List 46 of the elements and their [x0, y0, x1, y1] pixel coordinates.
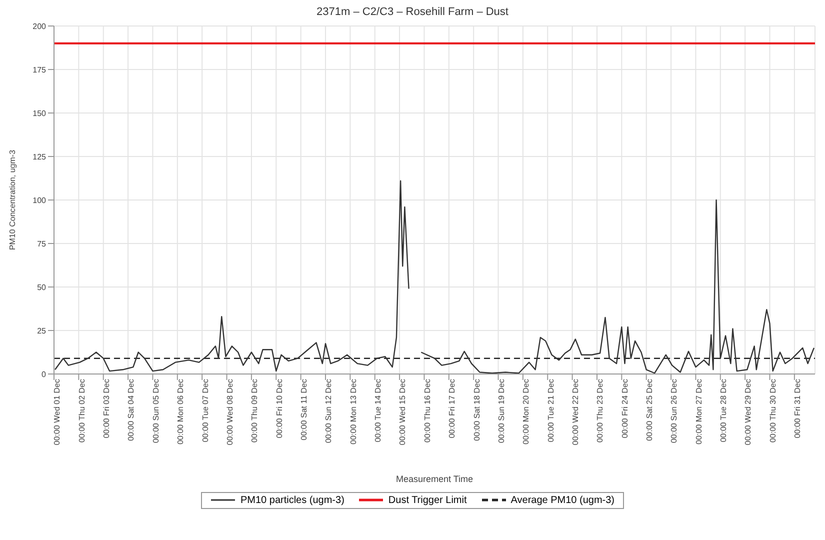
legend-label: PM10 particles (ugm-3)	[239, 495, 344, 506]
x-tick-label: 00:00 Fri 03 Dec	[102, 379, 112, 438]
x-axis-title: Measurement Time	[396, 474, 474, 484]
x-tick-label: 00:00 Wed 01 Dec	[52, 379, 62, 446]
x-tick-label: 00:00 Mon 20 Dec	[522, 379, 531, 444]
y-tick-label: 175	[32, 65, 47, 74]
x-tick-label: 00:00 Fri 24 Dec	[620, 379, 630, 438]
x-tick-label: 00:00 Wed 08 Dec	[225, 379, 234, 446]
x-tick-label: 00:00 Mon 06 Dec	[176, 379, 186, 444]
chart-title: 2371m – C2/C3 – Rosehill Farm – Dust	[316, 6, 510, 18]
x-tick-label: 00:00 Thu 16 Dec	[422, 379, 432, 442]
legend-label: Dust Trigger Limit	[387, 495, 467, 506]
x-tick-label: 00:00 Wed 22 Dec	[570, 379, 580, 446]
y-tick-label: 0	[42, 370, 47, 379]
y-tick-label: 50	[37, 282, 47, 292]
y-tick-label: 75	[37, 239, 47, 248]
x-tick-label: 00:00 Fri 10 Dec	[274, 379, 284, 438]
legend-label: Average PM10 (ugm-3)	[510, 495, 615, 506]
x-tick-label: 00:00 Sun 19 Dec	[496, 379, 506, 444]
x-tick-label: 00:00 Sat 25 Dec	[645, 379, 654, 441]
x-tick-label: 00:00 Sat 11 Dec	[299, 379, 308, 440]
x-tick-label: 00:00 Tue 28 Dec	[719, 379, 728, 442]
x-tick-label: 00:00 Mon 27 Dec	[694, 379, 704, 444]
x-tick-label: 00:00 Sun 26 Dec	[670, 379, 679, 444]
x-tick-label: 00:00 Tue 14 Dec	[374, 379, 383, 442]
x-tick-label: 00:00 Tue 07 Dec	[200, 379, 210, 442]
x-tick-label: 00:00 Thu 02 Dec	[77, 379, 86, 442]
x-tick-label: 00:00 Thu 30 Dec	[768, 379, 778, 442]
x-tick-label: 00:00 Sat 18 Dec	[472, 379, 482, 441]
x-tick-label: 00:00 Fri 31 Dec	[793, 379, 802, 438]
x-tick-label: 00:00 Sat 04 Dec	[126, 379, 136, 441]
x-tick-label: 00:00 Thu 23 Dec	[596, 379, 605, 442]
x-tick-label: 00:00 Tue 21 Dec	[546, 379, 556, 442]
y-tick-label: 125	[32, 152, 47, 162]
x-tick-label: 00:00 Wed 15 Dec	[398, 379, 408, 446]
x-tick-label: 00:00 Sun 05 Dec	[151, 379, 160, 444]
y-tick-label: 200	[32, 22, 47, 31]
y-tick-label: 25	[37, 326, 47, 336]
y-tick-label: 150	[32, 108, 47, 118]
x-tick-label: 00:00 Mon 13 Dec	[348, 379, 358, 444]
x-tick-label: 00:00 Thu 09 Dec	[250, 379, 260, 442]
y-tick-label: 100	[32, 196, 47, 205]
x-tick-label: 00:00 Fri 17 Dec	[448, 379, 457, 438]
y-axis-title: PM10 Concentration, ugm-3	[8, 149, 17, 250]
x-tick-label: 00:00 Sun 12 Dec	[324, 379, 334, 444]
x-tick-label: 00:00 Wed 29 Dec	[744, 379, 753, 446]
